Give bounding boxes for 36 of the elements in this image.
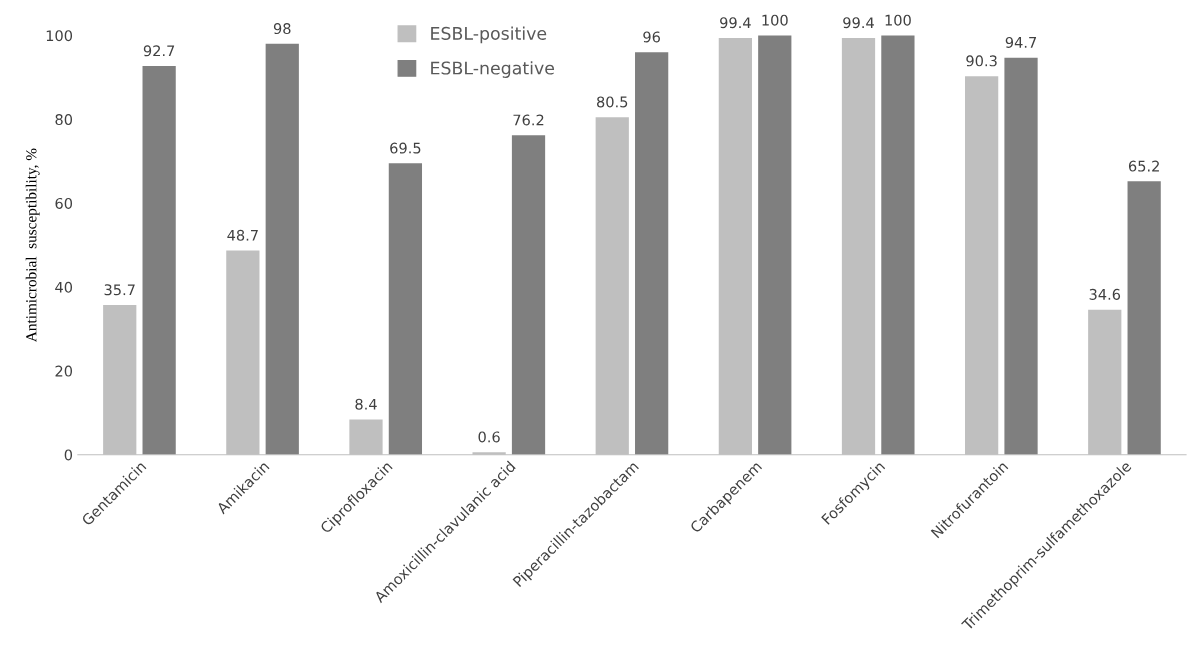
y-tick-label: 40 xyxy=(55,281,73,293)
legend-label: ESBL-negative xyxy=(431,61,555,78)
bar xyxy=(142,66,176,455)
data-label: 92.7 xyxy=(143,45,175,57)
data-label: 65.2 xyxy=(1128,160,1159,172)
data-label: 0.6 xyxy=(478,431,500,443)
data-label: 98 xyxy=(273,23,291,35)
bar xyxy=(265,43,299,455)
data-label: 94.7 xyxy=(1005,36,1037,48)
bar xyxy=(1004,57,1038,455)
y-tick-label: 80 xyxy=(55,114,73,126)
data-label: 100 xyxy=(762,14,788,26)
legend-label: ESBL-positive xyxy=(431,26,547,44)
y-tick-label: 0 xyxy=(64,449,73,461)
data-label: 90.3 xyxy=(966,55,997,67)
bar xyxy=(511,135,546,455)
y-axis-title: Antimicrobial susceptibility, % xyxy=(25,148,40,343)
bar xyxy=(881,35,915,455)
data-label: 69.5 xyxy=(390,142,421,154)
y-tick-label: 100 xyxy=(46,30,73,42)
data-label: 8.4 xyxy=(355,398,377,410)
bar xyxy=(1127,181,1161,455)
data-label: 48.7 xyxy=(227,229,258,241)
data-label: 100 xyxy=(885,14,911,26)
bar xyxy=(758,35,792,455)
data-label: 99.4 xyxy=(843,17,874,29)
bar xyxy=(388,163,423,455)
bar xyxy=(635,52,669,455)
data-label: 76.2 xyxy=(513,114,544,126)
y-tick-label: 60 xyxy=(55,197,73,209)
data-label: 99.4 xyxy=(720,17,751,29)
y-tick-label: 20 xyxy=(55,365,73,377)
data-label: 34.6 xyxy=(1089,288,1121,300)
data-label: 35.7 xyxy=(104,284,135,296)
data-label: 96 xyxy=(643,31,661,43)
data-label: 80.5 xyxy=(597,96,628,108)
